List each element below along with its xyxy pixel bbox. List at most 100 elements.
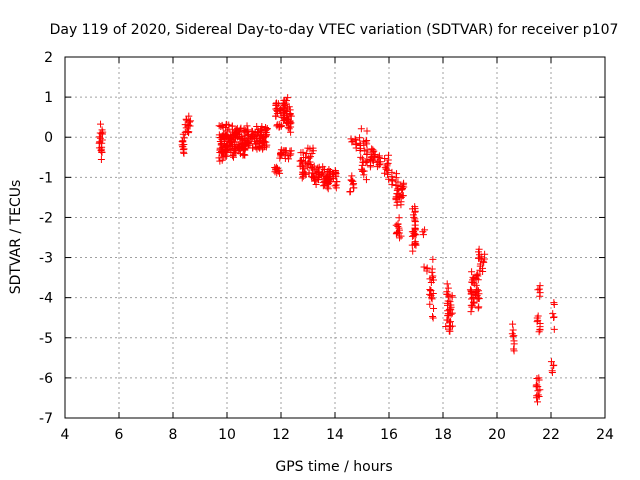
- data-point: [443, 290, 451, 298]
- data-point: [179, 137, 187, 145]
- data-point: [427, 287, 435, 295]
- data-point: [236, 135, 244, 143]
- data-point: [250, 132, 258, 140]
- data-point: [363, 127, 371, 135]
- data-point: [444, 316, 452, 324]
- data-point: [534, 398, 542, 406]
- data-point: [302, 153, 310, 161]
- data-point: [389, 177, 397, 185]
- data-point: [393, 186, 401, 194]
- data-point: [468, 301, 476, 309]
- x-tick-label: 24: [596, 427, 614, 443]
- y-axis-label: SDTVAR / TECUs: [8, 180, 24, 295]
- data-point: [251, 129, 259, 137]
- data-point: [444, 284, 452, 292]
- data-point: [97, 147, 105, 155]
- y-tick-label: 0: [44, 130, 53, 146]
- data-point: [180, 134, 188, 142]
- data-point: [254, 128, 262, 136]
- data-point: [550, 313, 558, 321]
- y-tick-label: -6: [39, 371, 53, 387]
- data-point: [426, 286, 434, 294]
- x-tick-labels: 4 6 8 10 12 14 16 18 20 22 24: [61, 427, 614, 443]
- data-point: [218, 156, 226, 164]
- data-point: [419, 231, 427, 239]
- data-point: [467, 308, 475, 316]
- data-point: [469, 298, 477, 306]
- data-point: [280, 111, 288, 119]
- data-point: [218, 139, 226, 147]
- y-tick-label: -1: [39, 170, 53, 186]
- data-point: [245, 131, 253, 139]
- data-point: [326, 168, 334, 176]
- data-point: [392, 194, 400, 202]
- x-tick-label: 14: [326, 427, 344, 443]
- data-point: [549, 362, 557, 370]
- data-point: [180, 141, 188, 149]
- data-point: [363, 137, 371, 145]
- data-point: [429, 313, 437, 321]
- data-point: [393, 198, 401, 206]
- x-axis-label: GPS time / hours: [275, 459, 392, 475]
- data-point: [446, 305, 454, 313]
- data-point: [509, 320, 517, 328]
- x-tick-label: 22: [542, 427, 560, 443]
- data-point: [360, 137, 368, 145]
- data-point: [178, 138, 186, 146]
- data-point: [510, 345, 518, 353]
- data-point: [409, 247, 417, 255]
- data-point: [283, 108, 291, 116]
- data-point: [468, 268, 476, 276]
- data-point: [427, 279, 435, 287]
- data-point: [217, 141, 225, 149]
- data-point: [221, 143, 229, 151]
- data-point: [227, 145, 235, 153]
- data-point: [332, 181, 340, 189]
- plot-frame: [64, 56, 606, 419]
- data-point: [411, 238, 419, 246]
- data-point: [275, 120, 283, 128]
- data-point: [358, 161, 366, 169]
- data-point: [357, 153, 365, 161]
- data-point: [299, 170, 307, 178]
- data-point: [534, 382, 542, 390]
- x-tick-label: 16: [380, 427, 398, 443]
- data-point: [312, 169, 320, 177]
- data-point: [393, 170, 401, 178]
- data-point: [316, 171, 324, 179]
- data-point: [447, 301, 455, 309]
- data-point: [356, 134, 364, 142]
- data-point: [285, 155, 293, 163]
- data-point: [232, 147, 240, 155]
- data-point: [320, 166, 328, 174]
- data-point: [306, 145, 314, 153]
- data-point: [229, 152, 237, 160]
- data-point: [312, 180, 320, 188]
- y-tick-label: -2: [39, 210, 53, 226]
- data-point: [475, 303, 483, 311]
- data-point: [303, 150, 311, 158]
- x-tick-label: 8: [169, 427, 178, 443]
- data-point: [430, 304, 438, 312]
- data-point: [299, 148, 307, 156]
- data-point: [385, 175, 393, 183]
- y-tick-label: 1: [44, 90, 53, 106]
- data-point: [535, 285, 543, 293]
- data-point: [533, 375, 541, 383]
- data-point: [243, 136, 251, 144]
- data-point: [281, 147, 289, 155]
- data-point: [314, 175, 322, 183]
- data-point: [550, 299, 558, 307]
- data-point: [284, 94, 292, 102]
- data-point: [533, 381, 541, 389]
- data-point: [356, 142, 364, 150]
- data-point: [443, 299, 451, 307]
- data-point: [362, 176, 370, 184]
- x-tick-label: 20: [488, 427, 506, 443]
- data-point: [445, 292, 453, 300]
- y-tick-label: 2: [44, 50, 53, 66]
- data-point: [376, 158, 384, 166]
- data-point: [397, 232, 405, 240]
- data-point: [444, 310, 452, 318]
